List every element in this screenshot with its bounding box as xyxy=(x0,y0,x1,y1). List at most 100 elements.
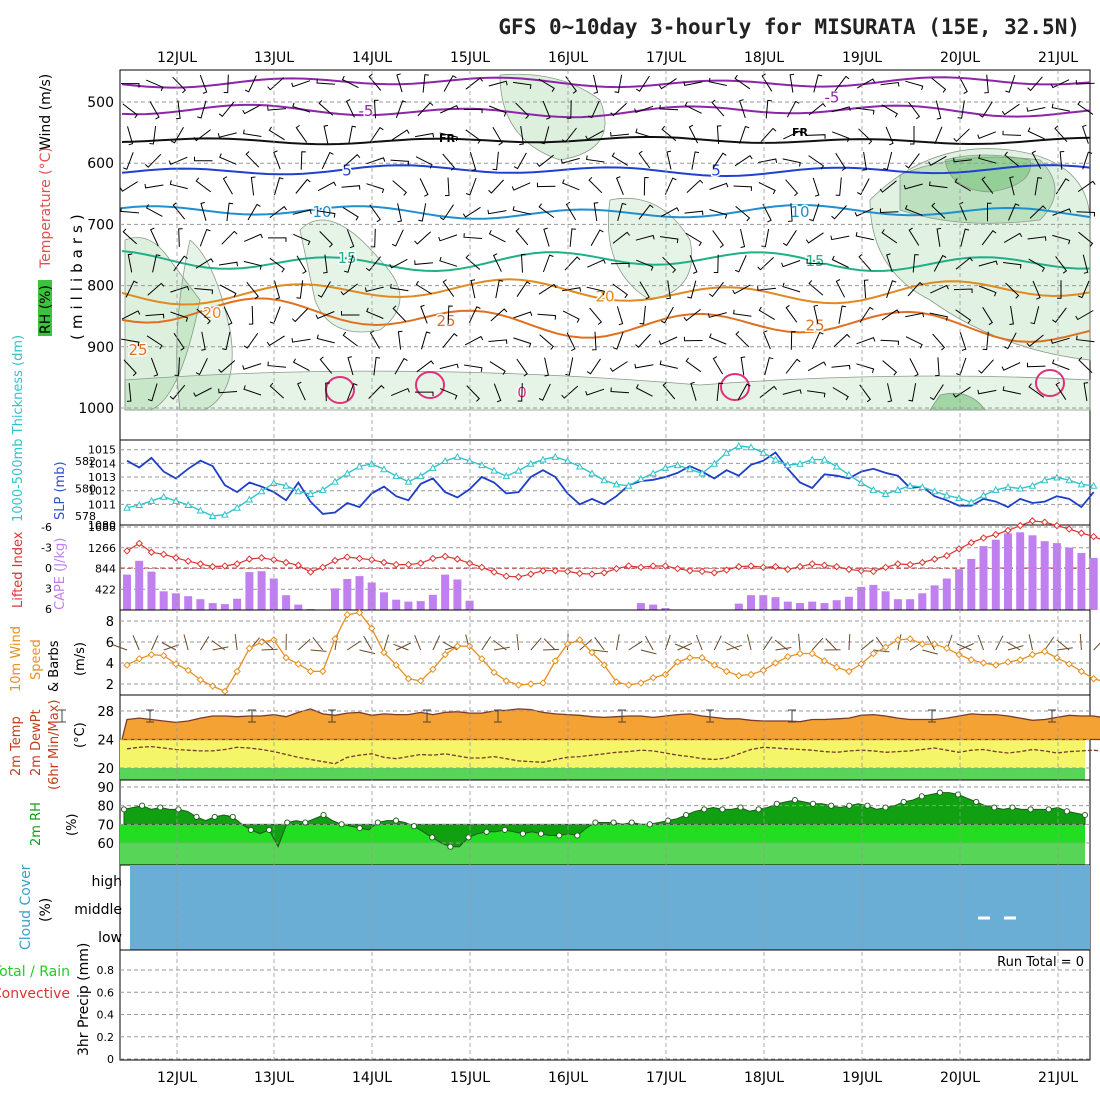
thickness-point-44 xyxy=(661,463,670,471)
temp2m-label2: 2m DewPt xyxy=(29,709,44,776)
wind-barb-2-17 xyxy=(540,126,550,145)
wind-point-78 xyxy=(1077,667,1086,676)
wind-barb-3-34 xyxy=(953,157,972,163)
wind-barb-1-25 xyxy=(739,99,746,119)
wind-barb-12-16 xyxy=(517,383,523,402)
cape-bar-72 xyxy=(1004,533,1012,610)
wind-barb-3-21 xyxy=(638,150,651,169)
precip-tick-0.8: 0.8 xyxy=(97,964,115,977)
thickness-point-49 xyxy=(722,448,731,456)
wind-barb-7-26 xyxy=(757,257,774,271)
wind-barb-5-20 xyxy=(617,202,627,222)
thickness-point-72 xyxy=(1004,483,1012,491)
wind-barb-12-12 xyxy=(415,391,434,397)
minmax-bar-3 xyxy=(328,709,336,723)
wind-point-5 xyxy=(184,666,192,675)
wind-point-1 xyxy=(135,655,143,663)
thickness-point-47 xyxy=(698,469,706,477)
wind-barb-7-8 xyxy=(323,254,328,274)
wind-barb-6-5 xyxy=(244,233,263,242)
wind-barb-10-36 xyxy=(1004,332,1017,350)
rh-label: RH (%) xyxy=(38,285,54,334)
thickness-point-45 xyxy=(673,461,682,469)
wind-barb-8-7 xyxy=(296,280,304,299)
cape-bar-61 xyxy=(869,584,878,610)
wind-barb-2-0 xyxy=(127,126,134,146)
wind-barb-0-27 xyxy=(789,73,795,93)
thickness-point-78 xyxy=(1077,480,1086,488)
rh-point-76 xyxy=(809,800,817,807)
wind-barb-12-38 xyxy=(1055,381,1067,400)
date-top-13JUL: 13JUL xyxy=(254,50,294,66)
isotherm-label-10: 25 xyxy=(128,341,147,359)
wind-barb-7-38 xyxy=(1055,256,1068,274)
wind-barb-10-32 xyxy=(905,336,923,349)
wind-barb-10-8 xyxy=(316,334,335,344)
thickness-point-67 xyxy=(942,491,951,499)
li-point-43 xyxy=(649,562,657,570)
temp2m-unit: (°C) xyxy=(73,722,88,748)
thickness-point-15 xyxy=(306,489,315,497)
wind-barb-8-20 xyxy=(612,283,629,299)
thickness-point-33 xyxy=(526,459,535,467)
date-bottom-15JUL: 15JUL xyxy=(450,1070,490,1086)
wind-barb-3-12 xyxy=(415,156,433,169)
wind-barb-0-28 xyxy=(813,74,823,93)
wind-barb-2-39 xyxy=(1081,124,1089,144)
thickness-point-38 xyxy=(588,469,596,477)
thickness-point-73 xyxy=(1016,484,1025,492)
wind-barb-2-15 xyxy=(492,127,503,146)
wind-barb-4-15 xyxy=(488,179,504,194)
wind-barb-5-28 xyxy=(809,203,820,222)
cape-bar-26 xyxy=(441,574,450,610)
cape-bar-21 xyxy=(380,592,388,610)
thick-tick-580: 580 xyxy=(75,483,96,496)
wind-barb-9-5 xyxy=(248,305,254,325)
wind-barb-3-33 xyxy=(928,155,947,166)
run-total: Run Total = 0 xyxy=(997,955,1084,970)
li-point-57 xyxy=(820,561,829,569)
precip-tick-0.4: 0.4 xyxy=(97,1009,115,1022)
wind-barb-0-4 xyxy=(223,74,229,94)
wind-barb-0-2 xyxy=(172,76,187,94)
thickness-point-79 xyxy=(1089,481,1098,489)
wind-point-77 xyxy=(1065,660,1073,668)
rh2m-unit: (%) xyxy=(65,814,80,837)
wind-point-31 xyxy=(502,677,511,685)
wind-barb-9-36 xyxy=(1009,306,1014,325)
rh-tick-90: 90 xyxy=(97,781,114,796)
rh-tick-70: 70 xyxy=(97,818,114,833)
wind-barb-8-10 xyxy=(364,286,384,293)
rh-point-96 xyxy=(991,804,998,811)
li-point-74 xyxy=(1028,517,1037,525)
wind-barb-0-18 xyxy=(565,76,577,94)
wind-point-66 xyxy=(930,640,939,648)
wind-barb-7-17 xyxy=(542,254,554,273)
rh-shade-4 xyxy=(607,197,692,301)
li-point-32 xyxy=(514,573,523,581)
li-tick-0: 0 xyxy=(45,562,52,575)
wind-barb-12-35 xyxy=(977,389,997,395)
wind-point-7 xyxy=(208,682,217,690)
wind-barb-11-32 xyxy=(909,358,919,377)
isotherm-5 xyxy=(121,250,1091,273)
rh-point-50 xyxy=(574,832,581,839)
isotherm-label-6: 15 xyxy=(337,249,356,267)
wind-point-72 xyxy=(1004,658,1012,666)
wind-barb-7-20 xyxy=(610,262,630,268)
wind-barb-1-27 xyxy=(786,100,800,118)
zero-loop-1 xyxy=(415,371,445,399)
wind-barb-10-3 xyxy=(201,331,206,351)
cape-bar-23 xyxy=(404,601,413,610)
wind-barb-7-35 xyxy=(978,260,998,267)
wind-barb-4-19 xyxy=(588,176,603,194)
wind-barb-12-30 xyxy=(859,384,871,403)
minmax-bar-8 xyxy=(788,709,796,723)
wind-barb-10-9 xyxy=(342,331,358,347)
wind-point-63 xyxy=(894,636,902,644)
temp-tick-20: 20 xyxy=(97,762,114,777)
wind-barb-10-38 xyxy=(1050,337,1070,344)
rh-point-42 xyxy=(501,826,508,833)
wind-barb-9-9 xyxy=(341,311,360,316)
wind-barb-12-15 xyxy=(493,383,502,403)
